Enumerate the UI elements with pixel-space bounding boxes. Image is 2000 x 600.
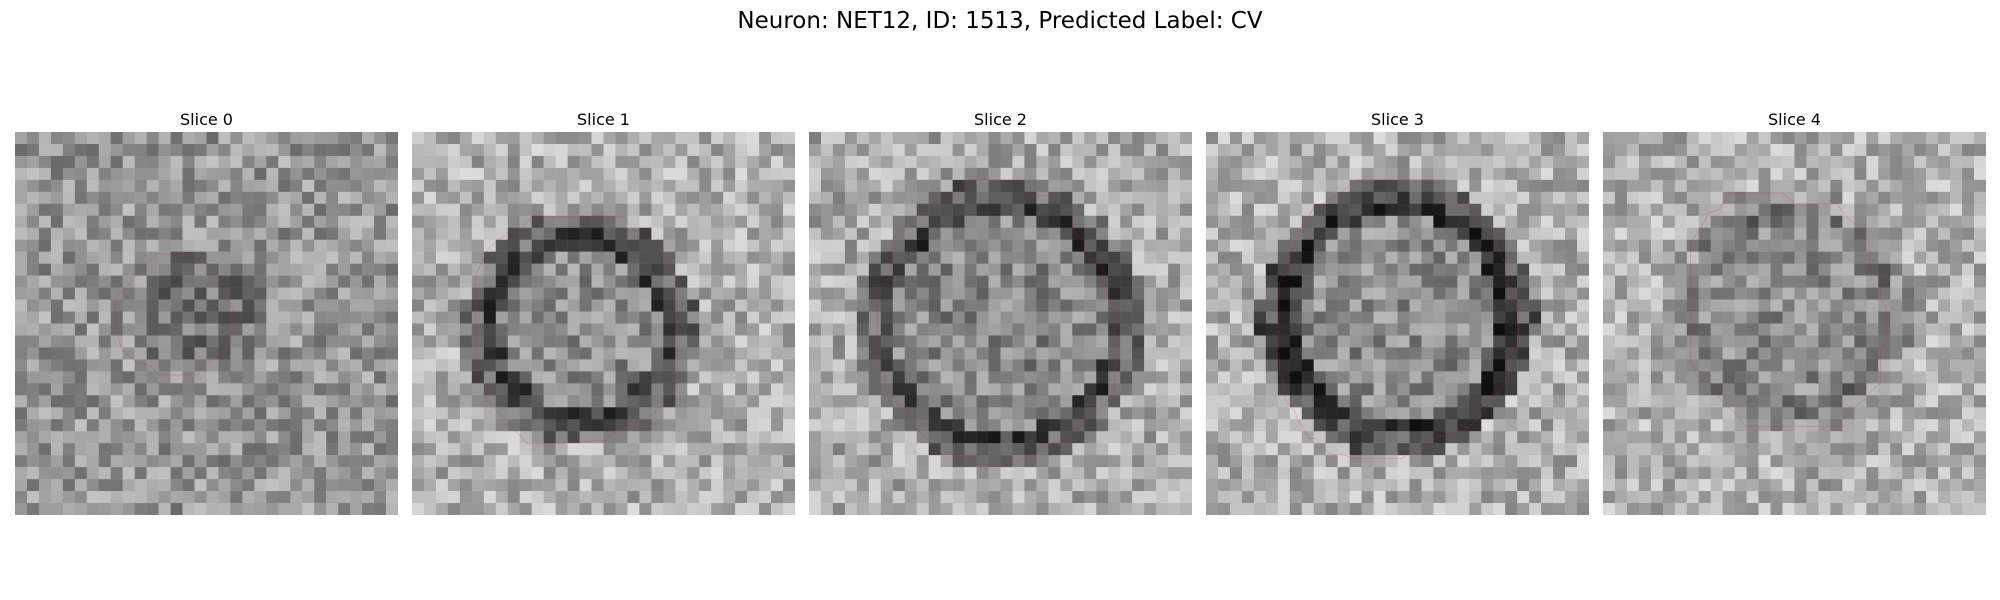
slice-image [809, 132, 1192, 515]
figure-title: Neuron: NET12, ID: 1513, Predicted Label… [737, 8, 1263, 34]
slice-panel-2: Slice 2 [809, 108, 1192, 515]
segmentation-contour [1279, 180, 1518, 459]
em-pixel-grid [809, 132, 1192, 515]
slice-image [1603, 132, 1986, 515]
slice-image [1206, 132, 1589, 515]
slice-image [412, 132, 795, 515]
segmentation-contour [877, 180, 1122, 465]
segmentation-contour [1690, 193, 1886, 426]
slice-title: Slice 3 [1371, 110, 1424, 129]
slice-title: Slice 1 [577, 110, 630, 129]
segmentation-contour [116, 254, 236, 375]
slice-image [15, 132, 398, 515]
slice-title: Slice 0 [180, 110, 233, 129]
em-pixel-grid [1603, 132, 1986, 515]
slice-title: Slice 4 [1768, 110, 1821, 129]
slice-panel-0: Slice 0 [15, 108, 398, 515]
slice-panel-3: Slice 3 [1206, 108, 1589, 515]
segmentation-contour [475, 217, 677, 443]
em-pixel-grid [15, 132, 398, 515]
slice-title: Slice 2 [974, 110, 1027, 129]
em-pixel-grid [1206, 132, 1589, 515]
slice-panel-1: Slice 1 [412, 108, 795, 515]
em-pixel-grid [412, 132, 795, 515]
slice-panel-4: Slice 4 [1603, 108, 1986, 515]
